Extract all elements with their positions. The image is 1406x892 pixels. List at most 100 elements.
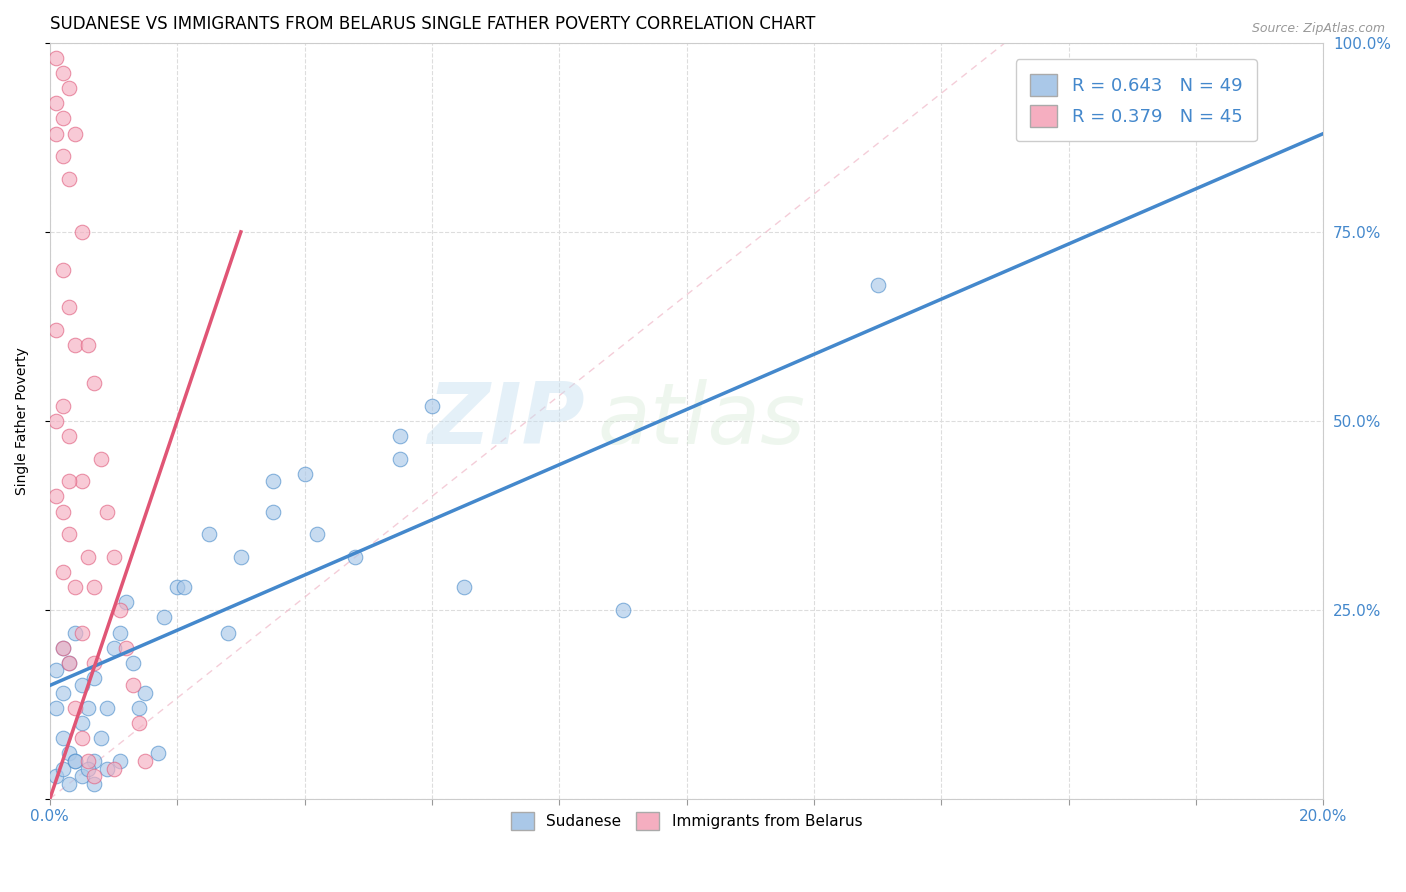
Point	[307, 527, 329, 541]
Point	[52, 66, 75, 80]
Point	[866, 277, 889, 292]
Point	[52, 565, 75, 579]
Point	[52, 762, 75, 776]
Point	[77, 338, 100, 352]
Point	[45, 490, 67, 504]
Point	[115, 595, 138, 609]
Point	[65, 127, 87, 141]
Point	[58, 475, 80, 489]
Point	[58, 656, 80, 670]
Point	[77, 762, 100, 776]
Point	[58, 429, 80, 443]
Point	[65, 580, 87, 594]
Point	[52, 262, 75, 277]
Point	[45, 701, 67, 715]
Point	[52, 640, 75, 655]
Point	[45, 663, 67, 677]
Point	[262, 475, 284, 489]
Point	[389, 429, 412, 443]
Point	[121, 678, 143, 692]
Point	[70, 716, 93, 731]
Point	[58, 301, 80, 315]
Point	[128, 716, 150, 731]
Point	[83, 580, 105, 594]
Point	[83, 671, 105, 685]
Point	[58, 656, 80, 670]
Point	[58, 527, 80, 541]
Point	[294, 467, 316, 481]
Point	[58, 172, 80, 186]
Point	[70, 678, 93, 692]
Point	[52, 731, 75, 746]
Point	[83, 777, 105, 791]
Point	[52, 399, 75, 413]
Point	[45, 96, 67, 111]
Text: Source: ZipAtlas.com: Source: ZipAtlas.com	[1251, 22, 1385, 36]
Point	[96, 701, 118, 715]
Point	[83, 754, 105, 768]
Point	[45, 769, 67, 783]
Point	[108, 603, 131, 617]
Point	[70, 225, 93, 239]
Point	[52, 149, 75, 163]
Point	[58, 777, 80, 791]
Point	[108, 625, 131, 640]
Point	[453, 580, 475, 594]
Point	[52, 640, 75, 655]
Point	[45, 51, 67, 65]
Point	[52, 112, 75, 126]
Legend: Sudanese, Immigrants from Belarus: Sudanese, Immigrants from Belarus	[505, 805, 869, 837]
Point	[70, 769, 93, 783]
Point	[70, 475, 93, 489]
Point	[134, 754, 156, 768]
Point	[52, 505, 75, 519]
Point	[420, 399, 443, 413]
Point	[198, 527, 221, 541]
Point	[52, 686, 75, 700]
Text: ZIP: ZIP	[427, 379, 585, 462]
Point	[70, 731, 93, 746]
Point	[45, 323, 67, 337]
Point	[217, 625, 239, 640]
Point	[65, 338, 87, 352]
Point	[103, 640, 125, 655]
Point	[262, 505, 284, 519]
Point	[103, 549, 125, 564]
Point	[121, 656, 143, 670]
Point	[45, 127, 67, 141]
Point	[103, 762, 125, 776]
Point	[90, 451, 112, 466]
Point	[58, 81, 80, 95]
Point	[146, 747, 169, 761]
Point	[83, 656, 105, 670]
Point	[389, 451, 412, 466]
Point	[115, 640, 138, 655]
Point	[134, 686, 156, 700]
Point	[83, 769, 105, 783]
Point	[96, 762, 118, 776]
Point	[77, 754, 100, 768]
Point	[77, 701, 100, 715]
Y-axis label: Single Father Poverty: Single Father Poverty	[15, 347, 30, 495]
Point	[90, 731, 112, 746]
Point	[108, 754, 131, 768]
Text: atlas: atlas	[598, 379, 806, 462]
Point	[173, 580, 195, 594]
Point	[65, 701, 87, 715]
Point	[45, 414, 67, 428]
Point	[229, 549, 252, 564]
Point	[128, 701, 150, 715]
Point	[70, 625, 93, 640]
Point	[166, 580, 188, 594]
Point	[153, 610, 176, 624]
Point	[77, 549, 100, 564]
Point	[83, 376, 105, 390]
Text: SUDANESE VS IMMIGRANTS FROM BELARUS SINGLE FATHER POVERTY CORRELATION CHART: SUDANESE VS IMMIGRANTS FROM BELARUS SING…	[49, 15, 815, 33]
Point	[96, 505, 118, 519]
Point	[344, 549, 367, 564]
Point	[65, 754, 87, 768]
Point	[612, 603, 634, 617]
Point	[65, 754, 87, 768]
Point	[65, 625, 87, 640]
Point	[58, 747, 80, 761]
